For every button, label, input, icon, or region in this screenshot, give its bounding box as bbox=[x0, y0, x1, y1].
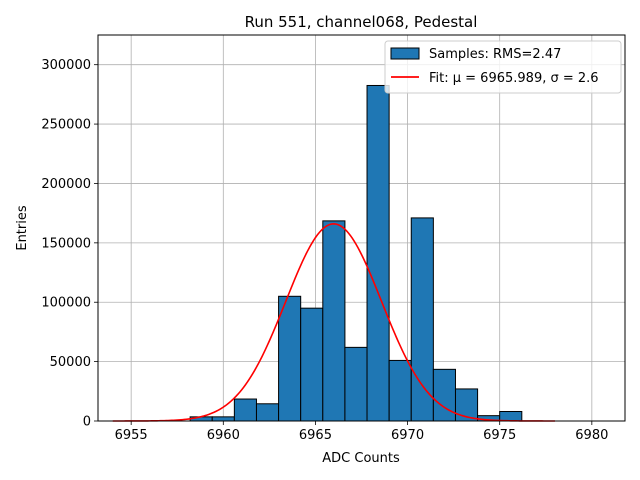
x-tick-label: 6980 bbox=[575, 428, 608, 443]
legend-box bbox=[384, 40, 622, 94]
histogram-bars bbox=[189, 84, 523, 422]
y-tick-label: 0 bbox=[83, 415, 91, 430]
x-tick-label: 6955 bbox=[115, 428, 148, 443]
x-tick-label: 6960 bbox=[207, 428, 240, 443]
histogram-bar bbox=[432, 368, 456, 422]
y-tick-label: 300000 bbox=[41, 58, 91, 73]
histogram-bar bbox=[499, 410, 523, 422]
x-tick-label: 6965 bbox=[299, 428, 332, 443]
histogram-bar bbox=[322, 220, 346, 422]
tick-labels: 6955 6960 6965 6970 6975 6980 0 50000 100000 1500… bbox=[41, 58, 608, 443]
fit-curve-layer bbox=[112, 223, 555, 422]
plot-frame bbox=[97, 34, 626, 422]
legend-label-samples: Samples: RMS=2.47 bbox=[429, 47, 561, 62]
y-axis-label: Entries bbox=[15, 205, 30, 251]
fit-curve bbox=[112, 223, 555, 422]
y-tick-label: 50000 bbox=[50, 355, 91, 370]
histogram-bar bbox=[300, 307, 324, 422]
histogram-bar bbox=[344, 346, 368, 422]
x-tick-label: 6975 bbox=[483, 428, 516, 443]
y-tick-label: 250000 bbox=[41, 118, 91, 133]
legend-swatch-samples bbox=[390, 47, 420, 60]
legend: Samples: RMS=2.47 Fit: μ = 6965.989, σ =… bbox=[384, 40, 622, 94]
histogram-bar bbox=[211, 416, 235, 422]
histogram-bar bbox=[233, 398, 257, 422]
y-tick-label: 150000 bbox=[41, 236, 91, 251]
histogram-bar bbox=[255, 403, 280, 422]
y-tick-label: 100000 bbox=[41, 296, 91, 311]
x-tick-label: 6970 bbox=[391, 428, 424, 443]
histogram-bar bbox=[278, 295, 302, 422]
x-axis-label: ADC Counts bbox=[322, 451, 400, 466]
y-tick-label: 200000 bbox=[41, 177, 91, 192]
axes bbox=[94, 34, 626, 425]
legend-label-fit: Fit: μ = 6965.989, σ = 2.6 bbox=[429, 71, 599, 86]
chart-title: Run 551, channel068, Pedestal bbox=[245, 13, 478, 31]
histogram-bar bbox=[366, 84, 390, 422]
histogram-bar bbox=[388, 359, 412, 422]
histogram-bar bbox=[410, 217, 434, 422]
